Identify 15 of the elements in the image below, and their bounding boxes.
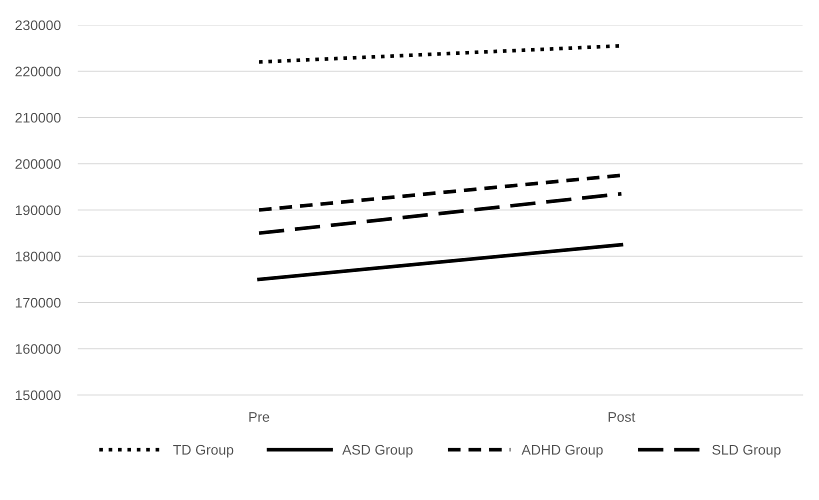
y-tick-label: 210000	[15, 112, 61, 123]
y-tick-label: 220000	[15, 66, 61, 76]
legend-label: ADHD Group	[522, 444, 603, 458]
y-tick-label: 190000	[16, 205, 61, 216]
y-tick-label: 150000	[16, 390, 61, 400]
legend-label: SLD Group	[712, 444, 781, 458]
y-tick-label: 230000	[15, 20, 61, 30]
y-tick-label: 200000	[15, 159, 61, 169]
x-tick-label: Pre	[249, 412, 270, 422]
x-tick-label: Post	[608, 412, 636, 422]
legend-label: ASD Group	[342, 444, 413, 458]
legend-label: TD Group	[173, 444, 234, 458]
y-tick-label: 160000	[16, 344, 61, 354]
y-tick-label: 180000	[16, 252, 61, 262]
y-tick-label: 170000	[16, 298, 61, 308]
